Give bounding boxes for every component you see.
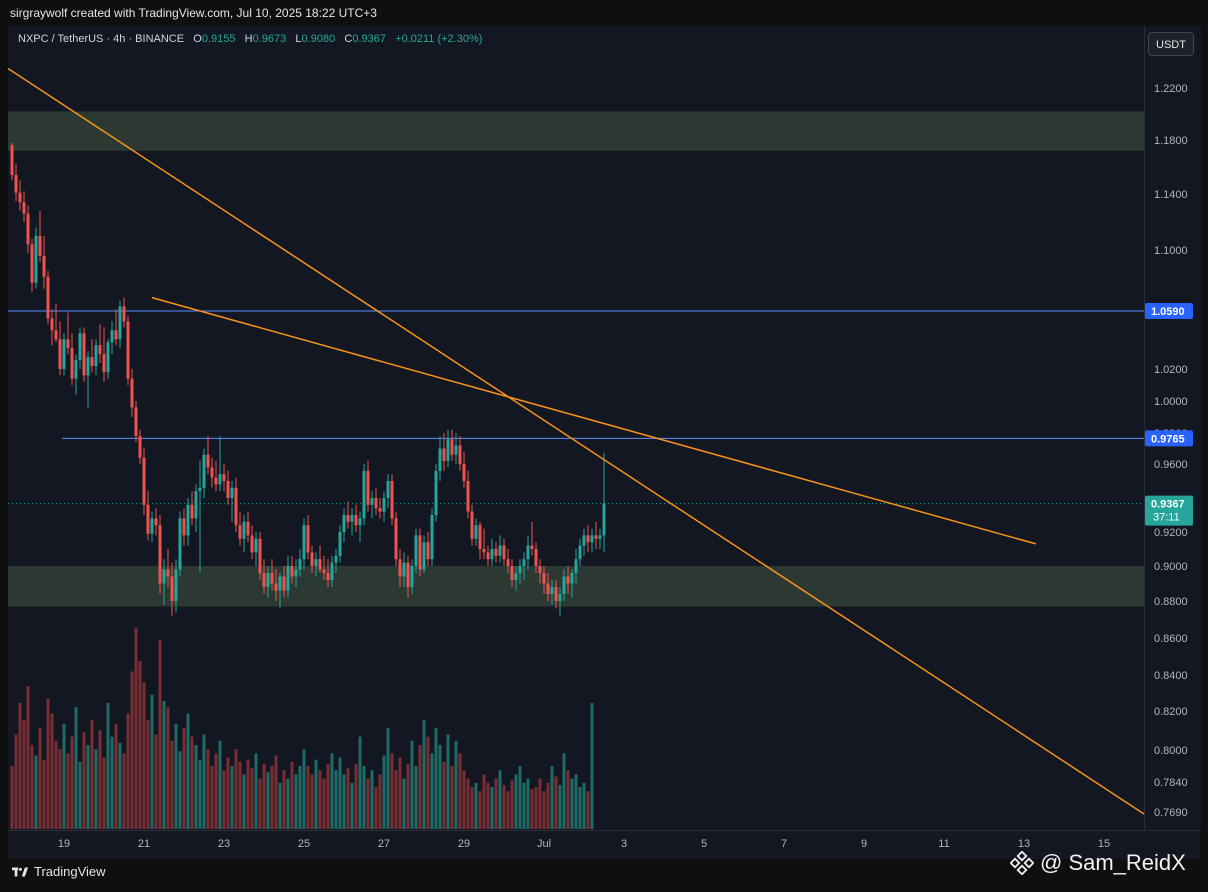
watermark-text: @ Sam_ReidX xyxy=(1040,850,1186,876)
high-label: H xyxy=(245,33,253,45)
currency-button[interactable]: USDT xyxy=(1148,32,1194,56)
symbol-name: NXPC / TetherUS · 4h · BINANCE xyxy=(18,33,184,45)
open-label: O xyxy=(193,33,202,45)
chart-pane[interactable] xyxy=(8,26,1144,830)
watermark: @ Sam_ReidX xyxy=(1010,850,1186,876)
price-scale[interactable] xyxy=(1144,26,1201,830)
high-value: 0.9673 xyxy=(253,33,287,45)
credit-text: sirgraywolf created with TradingView.com… xyxy=(10,6,377,20)
tradingview-icon xyxy=(12,866,28,878)
chart-credit-bar: sirgraywolf created with TradingView.com… xyxy=(0,0,1208,26)
low-value: 0.9080 xyxy=(302,33,336,45)
change-value: +0.0211 (+2.30%) xyxy=(395,33,482,45)
open-value: 0.9155 xyxy=(202,33,236,45)
symbol-legend[interactable]: NXPC / TetherUS · 4h · BINANCE O0.9155 H… xyxy=(18,33,482,45)
close-value: 0.9367 xyxy=(352,33,386,45)
tradingview-logo[interactable]: TradingView xyxy=(12,864,106,879)
binance-icon xyxy=(1010,851,1034,875)
tradingview-brand: TradingView xyxy=(34,864,106,879)
